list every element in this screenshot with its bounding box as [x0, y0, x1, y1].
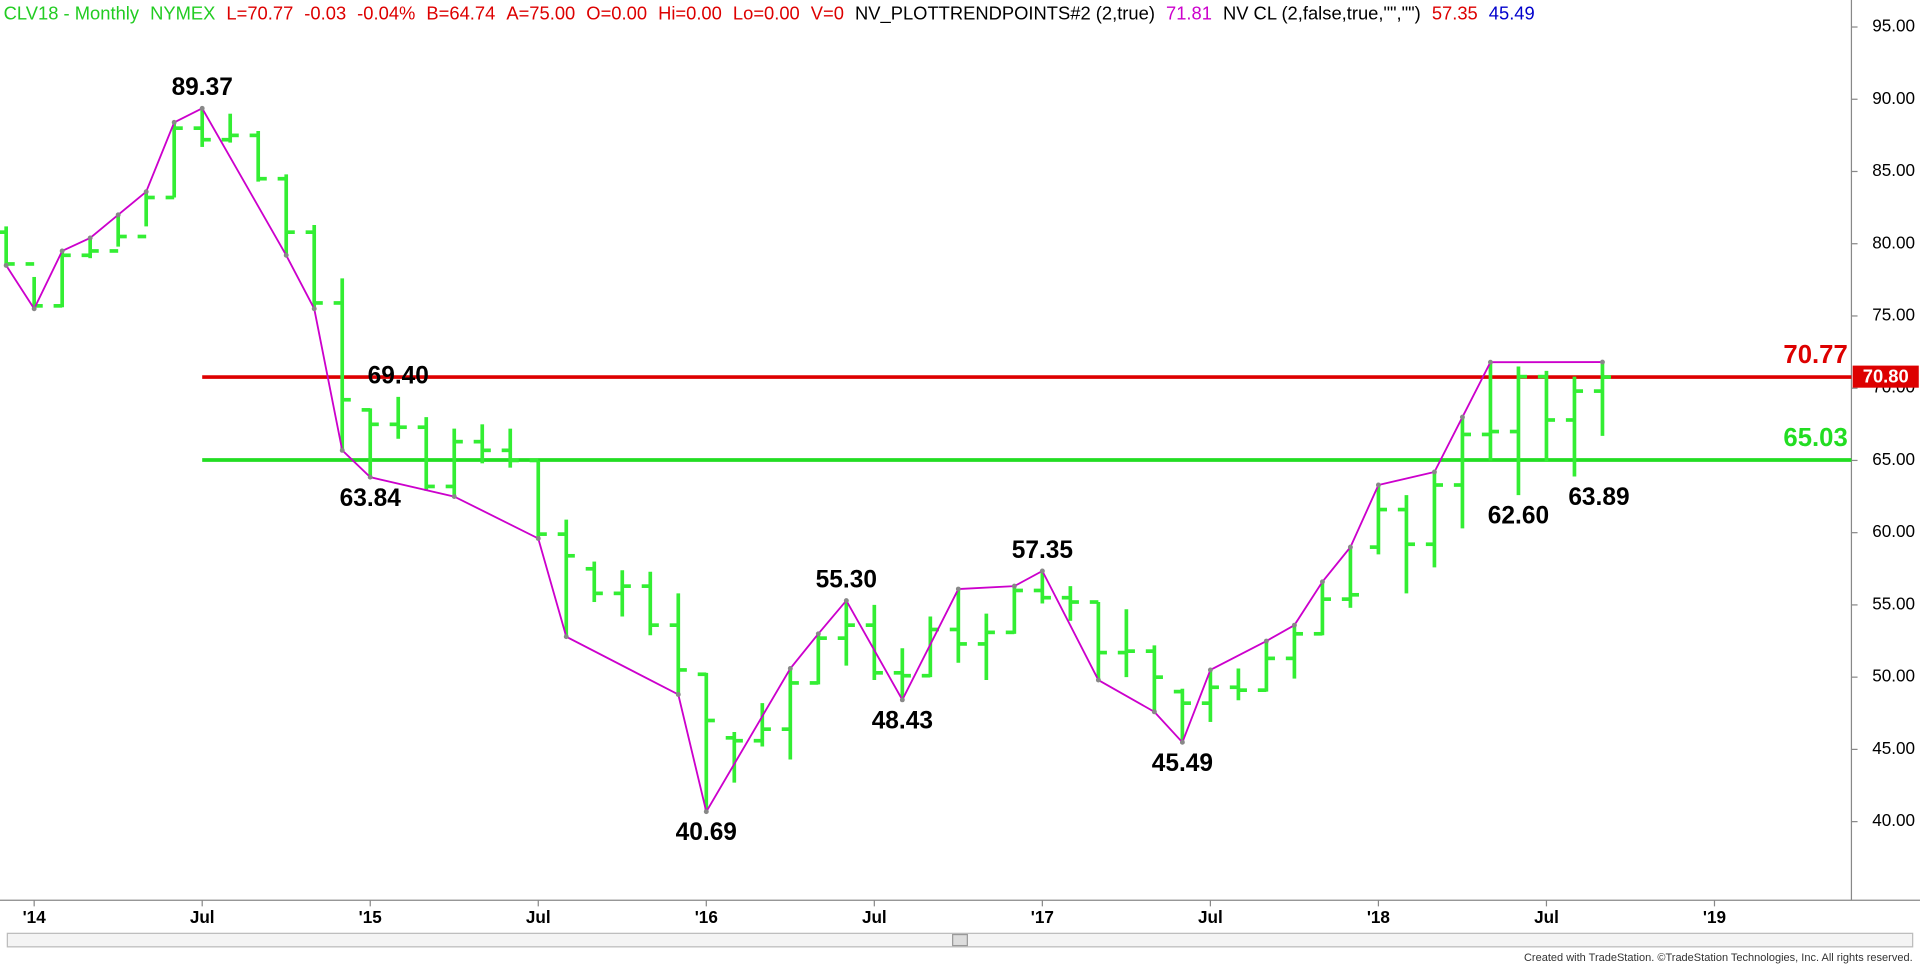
trend-point [3, 262, 9, 268]
trend-point [1375, 482, 1381, 488]
x-tick-label: '14 [23, 907, 47, 927]
last-price-label: 70.80 [1863, 366, 1909, 387]
x-tick-label: Jul [1534, 907, 1559, 927]
trend-point [1179, 739, 1185, 745]
trend-point [1263, 638, 1269, 644]
trend-point [1347, 544, 1353, 550]
header-item: 45.49 [1489, 3, 1535, 24]
trend-point [1039, 568, 1045, 574]
trend-point [563, 634, 569, 640]
trend-point [1291, 622, 1297, 628]
x-tick-label: Jul [190, 907, 215, 927]
x-tick-label: Jul [1198, 907, 1223, 927]
header-item: NV_PLOTTRENDPOINTS#2 (2,true) [855, 3, 1155, 25]
footer: Created with TradeStation. ©TradeStation… [1524, 952, 1913, 964]
y-tick-label: 90.00 [1872, 88, 1915, 108]
y-tick-label: 65.00 [1872, 449, 1915, 469]
header-item: Lo=0.00 [733, 3, 800, 24]
header-item: NYMEX [150, 3, 215, 24]
swing-label: 62.60 [1488, 503, 1549, 530]
trend-point [59, 248, 65, 254]
trend-point [1319, 579, 1325, 585]
trend-point [171, 119, 177, 125]
header-item: B=64.74 [426, 3, 495, 24]
trend-point [115, 212, 121, 218]
header: CLV18 - Monthly NYMEX L=70.77 -0.03 -0.04% B=… [4, 3, 1535, 25]
trend-point [1459, 414, 1465, 420]
header-item: NV CL (2,false,true,"","") [1223, 3, 1421, 24]
header-item: L=70.77 [226, 3, 293, 24]
header-item: -0.03 [304, 3, 346, 24]
y-tick-label: 95.00 [1872, 16, 1915, 36]
header-item: 71.81 [1166, 3, 1212, 24]
trend-point [675, 692, 681, 697]
level-label: 65.03 [1783, 424, 1847, 452]
y-tick-label: 75.00 [1872, 304, 1915, 324]
trend-point [143, 189, 149, 195]
trend-point [535, 536, 541, 541]
header-item: O=0.00 [586, 3, 647, 24]
trend-point [199, 105, 205, 111]
trend-point [955, 586, 961, 592]
trend-point [31, 306, 37, 312]
swing-label: 40.69 [676, 819, 737, 846]
trend-point [1095, 677, 1101, 683]
y-tick-label: 45.00 [1872, 738, 1915, 758]
trend-point [367, 474, 373, 480]
swing-label: 63.89 [1568, 484, 1629, 511]
swing-label: 57.35 [1012, 537, 1073, 564]
x-tick-label: '19 [1703, 907, 1726, 927]
trend-point [311, 306, 317, 312]
trend-point [787, 666, 793, 671]
x-tick-label: Jul [862, 907, 887, 927]
x-tick-label: '16 [695, 907, 718, 927]
trend-point [843, 598, 849, 604]
trend-point [1600, 359, 1605, 365]
swing-label: 89.37 [172, 74, 233, 101]
y-tick-label: 50.00 [1872, 666, 1915, 686]
trend-point [1431, 469, 1437, 475]
x-tick-label: Jul [526, 907, 551, 927]
trend-point [1011, 583, 1017, 589]
trend-point [339, 447, 345, 453]
header-item: 57.35 [1432, 3, 1478, 24]
trend-point [1151, 709, 1157, 715]
trend-point [87, 235, 93, 241]
header-item: Hi=0.00 [658, 3, 722, 24]
trend-point [1487, 359, 1493, 365]
header-item: CLV18 - Monthly [4, 3, 140, 24]
y-tick-label: 85.00 [1872, 160, 1915, 180]
trend-point [1207, 667, 1213, 673]
swing-label: 63.84 [340, 485, 402, 512]
y-tick-label: 40.00 [1872, 810, 1915, 830]
header-item: V=0 [811, 3, 844, 24]
trend-point [451, 494, 457, 500]
swing-label: 55.30 [816, 566, 877, 593]
header-item: A=75.00 [506, 3, 575, 24]
y-tick-label: 60.00 [1872, 521, 1915, 541]
trend-point [815, 631, 821, 637]
swing-label: 48.43 [872, 707, 933, 734]
x-tick-label: '18 [1367, 907, 1390, 927]
level-label: 70.77 [1783, 341, 1847, 369]
x-tick-label: '15 [359, 907, 383, 927]
last-price-box [1852, 365, 1919, 388]
y-tick-label: 80.00 [1872, 232, 1915, 252]
y-tick-label: 55.00 [1872, 593, 1915, 613]
trend-point [899, 697, 905, 703]
scrollbar-thumb[interactable] [952, 933, 968, 947]
trend-point [703, 809, 709, 815]
header-item: -0.04% [357, 3, 415, 24]
trend-point [283, 252, 289, 258]
x-tick-label: '17 [1031, 907, 1054, 927]
swing-label: 69.40 [368, 363, 429, 390]
swing-label: 45.49 [1152, 750, 1213, 777]
